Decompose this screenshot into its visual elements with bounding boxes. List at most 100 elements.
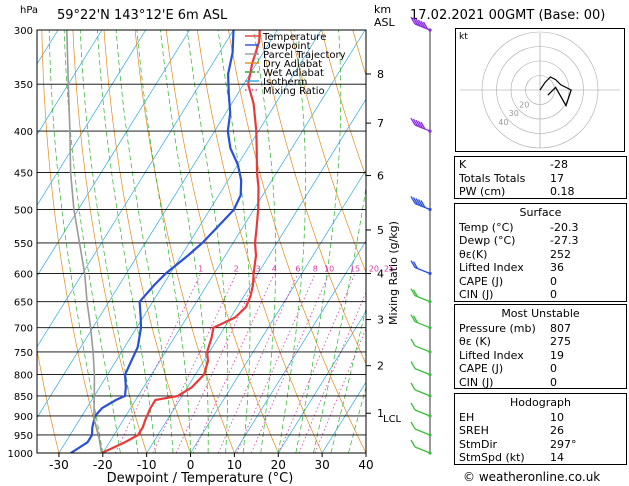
mixing-ratio-line [192, 273, 275, 453]
hodograph-unit-label: kt [459, 32, 468, 42]
param-value: 10 [550, 410, 564, 424]
param-key: CIN (J) [459, 375, 494, 389]
mixing-ratio-label: 15 [350, 265, 360, 274]
dry-adiabat-line [103, 30, 191, 453]
km-tick-label: 8 [377, 68, 384, 81]
param-value: 807 [550, 321, 571, 335]
temp-tick-label: 0 [187, 458, 195, 472]
mixing-ratio-line [217, 273, 299, 453]
param-key: Lifted Index [459, 261, 524, 274]
hodograph-params-title: Hodograph [510, 396, 571, 409]
pressure-tick-label: 700 [14, 324, 33, 335]
wind-barb [410, 421, 432, 437]
dry-adiabat-line [290, 30, 366, 273]
param-row: CIN (J) 0 [455, 375, 626, 389]
pressure-tick-label: 750 [14, 348, 33, 359]
isotherm-line [37, 30, 103, 136]
datetime-label: 17.02.2021 00GMT (Base: 00) [410, 8, 606, 23]
param-row: EH 10 [455, 410, 626, 424]
param-row: Lifted Index 19 [455, 348, 626, 362]
temp-tick-label: -10 [137, 458, 157, 472]
isotherm-line [102, 30, 366, 453]
param-row: Dewp (°C) -27.3 [455, 233, 626, 247]
pressure-tick-label: 300 [14, 26, 33, 37]
temp-tick-label: -30 [49, 458, 69, 472]
chart-axes: 3003504004505005506006507007508008509009… [8, 26, 374, 472]
param-row: CAPE (J) 0 [455, 274, 626, 288]
wet-adiabat-line [186, 30, 229, 453]
profile-lines [66, 30, 261, 453]
wind-barb [410, 382, 432, 398]
param-key: StmSpd (kt) [459, 451, 525, 464]
param-row: Temp (°C) -20.3 [455, 220, 626, 234]
isotherm-line [146, 98, 366, 453]
km-tick-label: 1 [377, 407, 384, 420]
param-value: 297° [550, 437, 577, 451]
indices-table: K -28 Totals Totals 17 PW (cm) 0.18 [454, 156, 627, 199]
param-value: 0.18 [550, 185, 575, 198]
wind-barbs [410, 16, 432, 455]
param-key: Temp (°C) [459, 220, 514, 234]
param-row: SREH 26 [455, 423, 626, 437]
param-value: 252 [550, 247, 571, 261]
param-value: -28 [550, 158, 568, 171]
param-value: -20.3 [550, 220, 579, 234]
param-value: 14 [550, 451, 564, 464]
param-value: 26 [550, 424, 564, 437]
mixing-ratio-label: 8 [313, 265, 318, 274]
wet-adiabat-line [79, 30, 139, 453]
km-tick-label: 2 [377, 360, 384, 373]
surface-table: Surface Temp (°C) -20.3 Dewp (°C) -27.3 θε(K… [454, 203, 627, 302]
wet-adiabat-line [136, 30, 191, 453]
temp-tick-label: 10 [227, 458, 242, 472]
legend-label: Dewpoint [263, 41, 311, 52]
param-value: 17 [550, 171, 564, 185]
asl-unit-label: ASL [374, 16, 395, 29]
param-key: K [459, 158, 467, 171]
hodograph-ring-label: 20 [519, 100, 529, 109]
param-row: Totals Totals 17 [455, 171, 626, 185]
km-tick-label: 3 [377, 314, 384, 327]
pressure-tick-label: 600 [14, 270, 33, 281]
x-axis-title: Dewpoint / Temperature (°C) [107, 471, 294, 486]
pressure-tick-label: 550 [14, 239, 33, 250]
mixing-ratio-label: 1 [198, 265, 203, 274]
wet-adiabat-line [160, 30, 209, 453]
temp-tick-label: 40 [358, 458, 373, 472]
legend-label: Isotherm [263, 77, 307, 88]
mixing-ratio-line [298, 291, 366, 453]
param-key: CIN (J) [459, 288, 494, 301]
param-row: PW (cm) 0.18 [455, 184, 626, 198]
pressure-tick-label: 500 [14, 205, 33, 216]
wet-adiabat-line [330, 306, 366, 453]
hodograph-ring-label: 30 [509, 109, 519, 118]
mixing-ratio-label: 20 [369, 265, 379, 274]
km-tick-label: 4 [377, 268, 384, 281]
location-label: 59°22'N 143°12'E 6m ASL [57, 8, 228, 23]
wind-barb [410, 196, 432, 212]
legend-label: Parcel Trajectory [263, 50, 346, 61]
wind-barb [410, 439, 432, 455]
wet-adiabat-line [217, 30, 251, 453]
pressure-tick-label: 800 [14, 371, 33, 382]
param-row: θε (K) 275 [455, 334, 626, 348]
hodograph-params-table: Hodograph EH 10 SREH 26 StmDir 297° StmSpd (kt… [454, 393, 627, 465]
mixing-ratio-line [152, 273, 237, 453]
most-unstable-title: Most Unstable [501, 307, 580, 320]
mixing-ratio-labels: 1 2 3 4 6 8 10 15 20 25 [198, 265, 394, 274]
pressure-tick-label: 650 [14, 298, 33, 309]
wind-barb [410, 314, 432, 330]
param-value: 0 [550, 362, 557, 375]
param-key: PW (cm) [459, 185, 506, 198]
pressure-tick-label: 400 [14, 127, 33, 138]
hodograph-ring-label: 40 [498, 118, 508, 127]
param-row: K -28 [455, 157, 626, 171]
wet-adiabat-line [348, 385, 366, 453]
parcel-trajectory-line [66, 30, 103, 453]
wind-barb [410, 288, 432, 304]
legend-label: Wet Adiabat [263, 68, 324, 79]
param-key: SREH [459, 424, 489, 437]
param-value: 0 [550, 288, 557, 301]
